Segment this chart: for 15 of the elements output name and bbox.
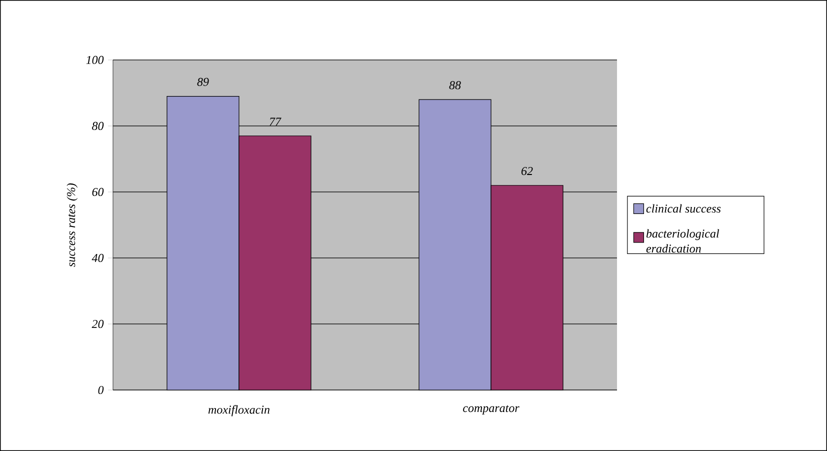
data-label: 89 <box>197 78 209 86</box>
y-tick-label: 40 <box>92 254 104 262</box>
data-label: 62 <box>521 167 533 176</box>
y-tick-label: 60 <box>92 188 104 196</box>
legend-label: clinical success <box>646 204 721 213</box>
x-tick-label: moxifloxacin <box>208 405 270 416</box>
y-tick-label: 0 <box>98 386 104 394</box>
x-tick-label: comparator <box>463 405 520 415</box>
y-axis-title: success rates (%) <box>66 183 78 267</box>
data-label: 77 <box>270 118 282 126</box>
data-label: 88 <box>449 81 461 90</box>
y-tick-label: 80 <box>92 122 104 130</box>
y-tick-label: 100 <box>86 56 104 64</box>
y-tick-label: 20 <box>92 320 104 328</box>
legend-label: bacteriological eradication <box>646 229 720 253</box>
